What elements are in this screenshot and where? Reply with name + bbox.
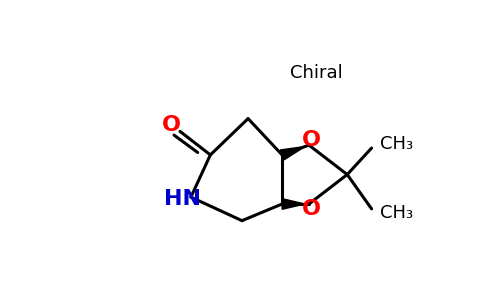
- Text: O: O: [162, 116, 181, 136]
- Text: CH₃: CH₃: [380, 135, 413, 153]
- Text: CH₃: CH₃: [380, 204, 413, 222]
- Text: Chiral: Chiral: [290, 64, 343, 82]
- Polygon shape: [280, 147, 305, 160]
- Text: O: O: [302, 199, 321, 219]
- Text: HN: HN: [164, 190, 200, 209]
- Polygon shape: [282, 199, 305, 209]
- Text: O: O: [302, 130, 321, 150]
